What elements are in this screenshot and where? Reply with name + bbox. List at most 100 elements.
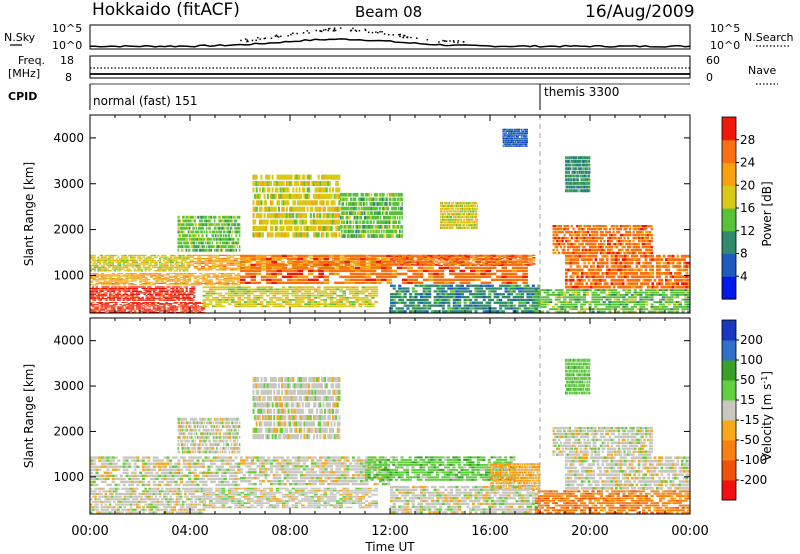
range-gate-cell <box>390 258 393 260</box>
range-gate-cell <box>437 265 441 266</box>
range-gate-cell <box>485 269 492 273</box>
range-gate-cell <box>566 310 570 313</box>
range-gate-cell <box>165 303 168 304</box>
range-gate-cell <box>422 290 426 293</box>
range-gate-cell <box>559 225 562 228</box>
range-gate-cell <box>464 278 471 281</box>
range-gate-cell <box>449 257 455 261</box>
range-gate-cell <box>458 254 462 256</box>
range-gate-cell <box>99 289 102 291</box>
range-gate-cell <box>488 287 492 290</box>
range-gate-cell <box>566 289 570 292</box>
range-gate-cell <box>674 275 677 279</box>
range-gate-cell <box>124 256 127 258</box>
range-gate-cell <box>159 309 162 311</box>
range-gate-cell <box>114 278 118 280</box>
range-gate-cell <box>154 307 158 309</box>
range-gate-cell <box>120 273 124 275</box>
range-gate-cell <box>463 287 467 290</box>
range-gate-cell <box>543 301 547 303</box>
range-gate-cell <box>461 262 465 264</box>
range-gate-cell <box>511 281 518 284</box>
range-gate-cell <box>628 310 632 313</box>
range-gate-cell <box>153 254 156 257</box>
range-gate-cell <box>594 293 598 296</box>
range-gate-cell <box>150 274 154 276</box>
range-gate-cell <box>147 287 150 290</box>
range-gate-cell <box>344 269 351 273</box>
range-gate-cell <box>147 298 150 300</box>
range-gate-cell <box>104 266 107 269</box>
range-gate-cell <box>447 287 451 290</box>
range-gate-cell <box>540 289 544 292</box>
range-gate-cell <box>135 270 138 272</box>
range-gate-cell <box>633 268 636 272</box>
range-gate-cell <box>208 262 213 265</box>
range-gate-cell <box>159 258 162 260</box>
range-gate-cell <box>110 310 114 312</box>
range-gate-cell <box>163 281 167 283</box>
range-gate-cell <box>173 259 176 262</box>
range-gate-cell <box>647 291 651 294</box>
range-gate-cell <box>656 305 660 308</box>
range-gate-cell <box>364 262 369 265</box>
range-gate-cell <box>128 259 131 262</box>
range-gate-cell <box>624 265 627 268</box>
range-gate-cell <box>188 258 191 260</box>
range-gate-cell <box>577 298 581 301</box>
range-gate-cell <box>106 268 109 270</box>
range-gate-cell <box>484 257 488 258</box>
range-gate-cell <box>578 275 582 279</box>
range-gate-cell <box>409 298 413 302</box>
range-gate-cell <box>188 261 191 263</box>
range-gate-cell <box>142 309 145 311</box>
range-gate-cell <box>432 257 436 258</box>
range-gate-cell <box>117 284 121 286</box>
range-gate-cell <box>516 259 520 261</box>
range-gate-cell <box>471 254 475 256</box>
range-gate-cell <box>237 273 241 275</box>
range-gate-cell <box>93 261 96 263</box>
range-gate-cell <box>355 269 361 273</box>
range-gate-cell <box>676 254 680 258</box>
range-gate-cell <box>665 268 668 272</box>
range-gate-cell <box>617 285 620 289</box>
range-gate-cell <box>574 298 578 301</box>
range-gate-cell <box>597 289 601 292</box>
range-gate-cell <box>405 261 409 263</box>
range-gate-cell <box>335 266 340 268</box>
range-gate-cell <box>687 305 691 308</box>
range-gate-cell <box>567 285 570 289</box>
range-gate-cell <box>333 305 337 308</box>
range-gate-cell <box>220 281 224 283</box>
range-gate-cell <box>133 265 136 267</box>
range-gate-cell <box>128 254 131 257</box>
range-gate-cell <box>171 283 175 284</box>
range-gate-cell <box>223 280 227 282</box>
range-gate-cell <box>111 290 114 292</box>
range-gate-cell <box>477 261 480 263</box>
range-gate-cell <box>180 279 184 281</box>
range-gate-cell <box>106 302 110 303</box>
range-gate-cell <box>626 268 630 272</box>
range-gate-cell <box>398 307 402 310</box>
range-gate-cell <box>179 292 182 294</box>
range-gate-cell <box>122 256 125 258</box>
range-gate-cell <box>675 308 680 311</box>
range-gate-cell <box>625 291 629 294</box>
range-gate-cell <box>177 263 180 265</box>
range-gate-cell <box>630 308 634 311</box>
range-gate-cell <box>455 310 459 313</box>
range-gate-cell <box>313 260 319 264</box>
range-gate-cell <box>158 296 161 298</box>
range-gate-cell <box>323 275 330 278</box>
range-gate-cell <box>285 299 289 301</box>
nsearch-label: N.Search <box>744 31 794 44</box>
range-gate-cell <box>262 259 267 261</box>
range-gate-cell <box>151 258 154 260</box>
range-gate-cell <box>162 270 165 272</box>
range-gate-cell <box>199 278 203 280</box>
range-gate-cell <box>617 265 620 268</box>
range-gate-cell <box>653 278 657 282</box>
range-gate-cell <box>579 236 582 240</box>
